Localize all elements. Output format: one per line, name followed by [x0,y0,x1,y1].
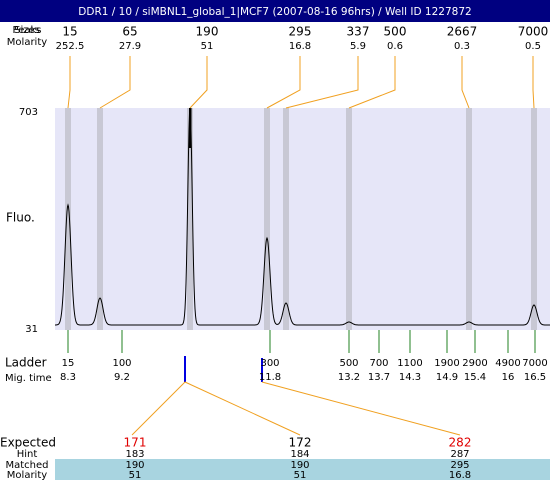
mig-time-label: Mig. time [5,373,52,384]
peak-connector [99,56,131,109]
matched-molarity: 51 [294,470,307,480]
peak-size: 7000 [518,25,549,39]
peak-molarity: 0.5 [525,41,541,52]
row-label: Sizes [14,25,40,36]
match-lines [131,381,461,436]
mig-time: 16 [502,372,515,383]
peak-connector [532,56,535,109]
matched-band [55,459,550,480]
peak-molarity: 51 [201,41,214,52]
matched-molarity: 16.8 [449,470,471,480]
ladder-size: 500 [339,358,358,369]
ladder-size: 7000 [522,358,547,369]
peak-molarity: 16.8 [289,41,311,52]
expected-size: 172 [289,436,312,450]
matched-size: 295 [450,460,469,471]
mig-time: 15.4 [464,372,486,383]
ladder-size: 700 [369,358,388,369]
peak-band [187,108,193,330]
ladder-size: 2900 [462,358,487,369]
row-label: Matched [5,460,48,471]
peak-band [346,108,352,330]
peak-connector [189,56,208,109]
peak-size: 190 [196,25,219,39]
plot-area [55,108,550,330]
mig-time: 16.5 [524,372,546,383]
peak-size: 2667 [447,25,478,39]
expected-size: 171 [124,436,147,450]
mig-time: 14.3 [399,372,421,383]
ladder-size: 300 [260,358,279,369]
peak-molarity: 252.5 [56,41,85,52]
peak-size: 15 [62,25,77,39]
matched-size: 190 [125,460,144,471]
matched-molarity: 51 [129,470,142,480]
hint-size: 287 [450,449,469,460]
expected-size: 282 [449,436,472,450]
peak-connector [285,56,359,109]
ladder-label: Ladder [5,356,47,370]
mig-time: 9.2 [114,372,130,383]
peak-molarity: 0.3 [454,41,470,52]
title: DDR1 / 10 / siMBNL1_global_1|MCF7 (2007-… [78,6,471,18]
peak-connector [266,56,301,109]
peak-connector [67,56,71,109]
mig-time: 14.9 [436,372,458,383]
ladder-size: 1900 [434,358,459,369]
ladder-size: 4900 [495,358,520,369]
ladder-size: 100 [112,358,131,369]
peak-band [97,108,103,330]
y-axis-label: Fluo. [6,211,35,225]
row-label: Expected [0,436,56,450]
hint-size: 184 [290,449,309,460]
hint-size: 183 [125,449,144,460]
peak-band [531,108,537,330]
peak-size: 295 [289,25,312,39]
peak-molarity: 0.6 [387,41,403,52]
peak-size: 337 [347,25,370,39]
matched-size: 190 [290,460,309,471]
peak-connector [348,56,396,109]
row-label: Hint [17,449,38,460]
trace [55,107,550,326]
mig-time: 13.7 [368,372,390,383]
mig-time: 8.3 [60,372,76,383]
peak-band [264,108,270,330]
saturated-peak [189,108,192,148]
title-bar [0,0,550,22]
y-top-label: 703 [19,107,38,118]
row-label: Peaks [13,25,42,36]
peak-band [283,108,289,330]
peak-molarity: 27.9 [119,41,141,52]
row-label: Molarity [7,37,47,48]
mig-time: 11.8 [259,372,281,383]
peak-molarity: 5.9 [350,41,366,52]
ladder-size: 15 [62,358,75,369]
mig-time: 13.2 [338,372,360,383]
peak-size: 500 [384,25,407,39]
row-label: Molarity [7,470,47,480]
peak-band [466,108,472,330]
y-bottom-label: 31 [25,324,38,335]
ladder-size: 1100 [397,358,422,369]
peak-band [65,108,71,330]
peak-size: 65 [122,25,137,39]
peak-connector [461,56,470,109]
